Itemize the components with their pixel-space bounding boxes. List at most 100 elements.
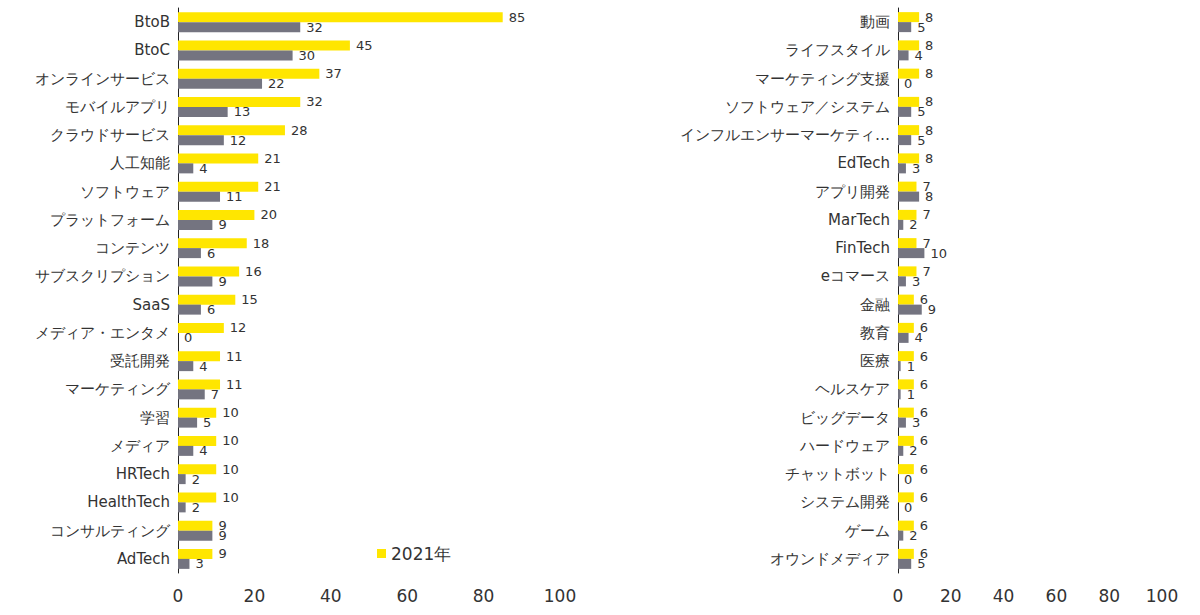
- svg-text:9: 9: [218, 528, 226, 543]
- svg-text:6: 6: [207, 302, 215, 317]
- svg-text:9: 9: [218, 217, 226, 232]
- svg-text:5: 5: [203, 415, 211, 430]
- svg-text:11: 11: [226, 189, 243, 204]
- svg-text:eコマース: eコマース: [821, 267, 890, 285]
- svg-text:動画: 動画: [860, 13, 890, 31]
- svg-text:マーケティング: マーケティング: [65, 380, 171, 398]
- svg-text:30: 30: [299, 48, 316, 63]
- svg-text:AdTech: AdTech: [117, 550, 170, 568]
- svg-text:ハードウェア: ハードウェア: [799, 437, 890, 455]
- svg-text:40: 40: [320, 586, 342, 606]
- svg-text:8: 8: [925, 123, 933, 138]
- svg-text:6: 6: [920, 433, 928, 448]
- svg-text:2: 2: [909, 217, 917, 232]
- svg-text:9: 9: [928, 302, 936, 317]
- svg-text:6: 6: [920, 462, 928, 477]
- svg-text:15: 15: [241, 292, 258, 307]
- svg-text:5: 5: [917, 556, 925, 571]
- svg-text:ビッグデータ: ビッグデータ: [800, 409, 890, 427]
- svg-text:32: 32: [306, 94, 323, 109]
- svg-text:オウンドメディア: オウンドメディア: [770, 550, 890, 568]
- svg-text:21: 21: [264, 179, 281, 194]
- svg-text:BtoB: BtoB: [134, 13, 170, 31]
- svg-text:オンラインサービス: オンラインサービス: [35, 70, 170, 88]
- svg-text:学習: 学習: [140, 409, 170, 427]
- svg-text:22: 22: [268, 76, 285, 91]
- svg-text:45: 45: [356, 38, 373, 53]
- svg-text:BtoC: BtoC: [134, 41, 170, 59]
- svg-text:11: 11: [226, 349, 243, 364]
- svg-text:4: 4: [915, 48, 923, 63]
- svg-text:37: 37: [325, 66, 342, 81]
- svg-text:FinTech: FinTech: [835, 239, 890, 257]
- svg-text:13: 13: [234, 104, 251, 119]
- svg-text:9: 9: [218, 546, 226, 561]
- svg-text:アプリ開発: アプリ開発: [815, 183, 890, 201]
- svg-text:16: 16: [245, 264, 262, 279]
- svg-text:サブスクリプション: サブスクリプション: [35, 267, 170, 285]
- svg-text:7: 7: [922, 264, 930, 279]
- svg-text:2: 2: [192, 472, 200, 487]
- svg-text:メディア: メディア: [110, 437, 170, 455]
- svg-text:HRTech: HRTech: [116, 465, 170, 483]
- svg-text:3: 3: [912, 415, 920, 430]
- svg-text:32: 32: [306, 20, 323, 35]
- svg-text:MarTech: MarTech: [828, 211, 890, 229]
- svg-text:HealthTech: HealthTech: [87, 493, 170, 511]
- svg-text:7: 7: [922, 207, 930, 222]
- svg-text:20: 20: [260, 207, 277, 222]
- svg-text:ソフトウェア／システム: ソフトウェア／システム: [725, 98, 890, 116]
- svg-text:ソフトウェア: ソフトウェア: [80, 183, 170, 201]
- svg-text:0: 0: [904, 76, 912, 91]
- svg-text:10: 10: [222, 433, 239, 448]
- svg-text:12: 12: [230, 133, 247, 148]
- svg-text:21: 21: [264, 151, 281, 166]
- svg-text:4: 4: [199, 161, 207, 176]
- svg-text:6: 6: [920, 405, 928, 420]
- svg-text:3: 3: [912, 161, 920, 176]
- svg-text:4: 4: [199, 443, 207, 458]
- svg-text:9: 9: [218, 274, 226, 289]
- svg-text:4: 4: [199, 359, 207, 374]
- svg-text:8: 8: [925, 10, 933, 25]
- svg-text:7: 7: [211, 387, 219, 402]
- svg-text:8: 8: [925, 151, 933, 166]
- svg-text:マーケティング支援: マーケティング支援: [755, 70, 890, 88]
- svg-text:10: 10: [222, 405, 239, 420]
- svg-text:5: 5: [917, 133, 925, 148]
- svg-text:1: 1: [907, 359, 915, 374]
- svg-text:金融: 金融: [860, 296, 890, 314]
- svg-text:SaaS: SaaS: [133, 296, 170, 314]
- svg-text:EdTech: EdTech: [837, 154, 890, 172]
- svg-text:60: 60: [1046, 586, 1068, 606]
- svg-text:12: 12: [230, 320, 247, 335]
- svg-text:2021年: 2021年: [391, 544, 451, 564]
- svg-text:モバイルアプリ: モバイルアプリ: [65, 98, 170, 116]
- svg-text:ゲーム: ゲーム: [845, 522, 890, 540]
- svg-text:ライフスタイル: ライフスタイル: [785, 41, 890, 59]
- svg-text:コンサルティング: コンサルティング: [50, 522, 171, 540]
- svg-text:6: 6: [920, 349, 928, 364]
- svg-text:8: 8: [925, 189, 933, 204]
- svg-text:6: 6: [920, 490, 928, 505]
- svg-text:5: 5: [917, 20, 925, 35]
- svg-text:システム開発: システム開発: [800, 493, 890, 511]
- svg-text:インフルエンサーマーケティ…: インフルエンサーマーケティ…: [680, 126, 890, 144]
- svg-text:0: 0: [893, 586, 904, 606]
- svg-text:コンテンツ: コンテンツ: [95, 239, 170, 257]
- svg-text:8: 8: [925, 94, 933, 109]
- svg-text:6: 6: [920, 377, 928, 392]
- svg-text:5: 5: [917, 104, 925, 119]
- svg-text:85: 85: [509, 10, 526, 25]
- svg-text:クラウドサービス: クラウドサービス: [50, 126, 170, 144]
- svg-text:4: 4: [915, 330, 923, 345]
- svg-text:100: 100: [544, 586, 576, 606]
- svg-text:18: 18: [253, 236, 270, 251]
- svg-text:0: 0: [173, 586, 184, 606]
- svg-text:100: 100: [1146, 586, 1178, 606]
- svg-text:受託開発: 受託開発: [110, 352, 170, 370]
- svg-text:チャットボット: チャットボット: [785, 465, 890, 483]
- svg-text:人工知能: 人工知能: [110, 154, 170, 172]
- svg-text:80: 80: [473, 586, 495, 606]
- svg-text:2: 2: [909, 443, 917, 458]
